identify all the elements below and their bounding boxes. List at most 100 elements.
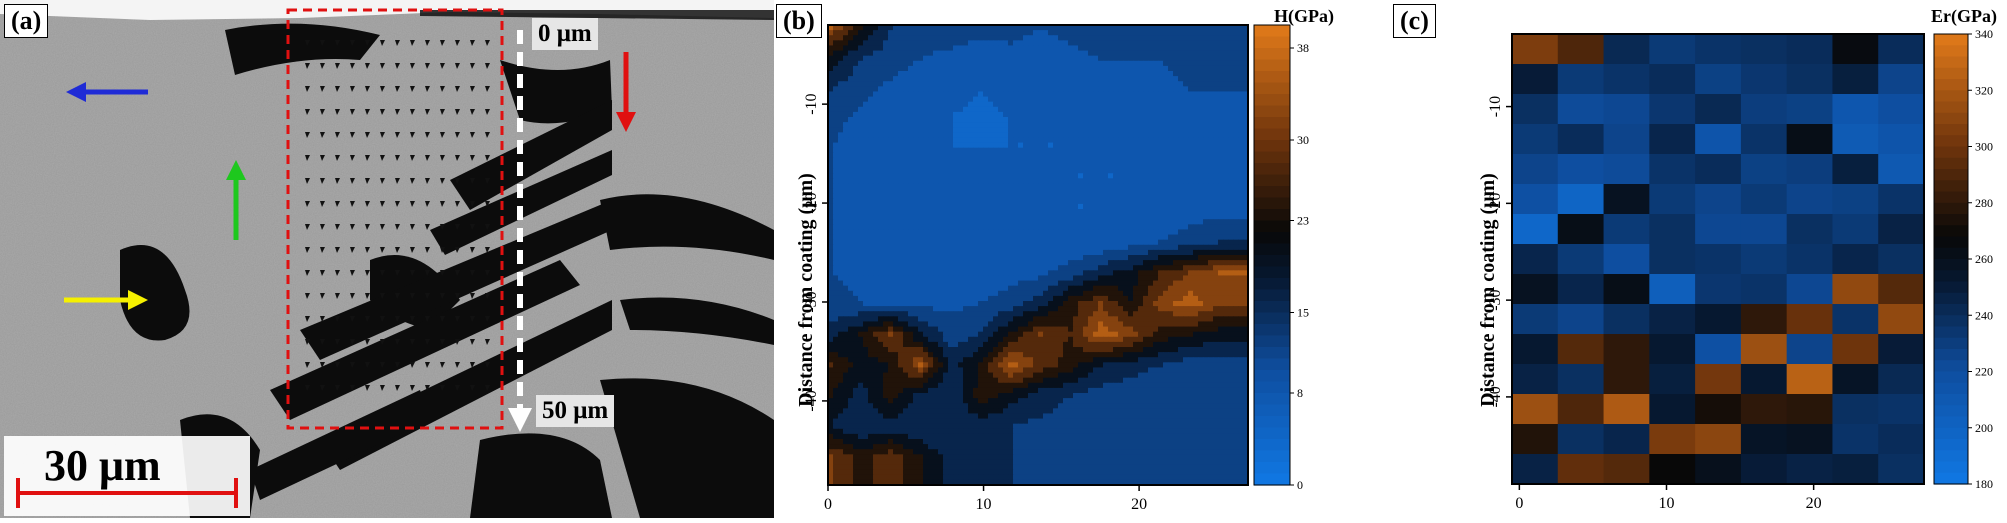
contour-cell	[1103, 91, 1109, 97]
contour-cell	[883, 56, 889, 62]
contour-cell	[1203, 56, 1209, 62]
contour-cell	[983, 102, 989, 108]
contour-cell	[953, 107, 959, 113]
contour-cell	[1003, 235, 1009, 241]
contour-cell	[1158, 132, 1164, 138]
contour-cell	[913, 107, 919, 113]
contour-cell	[1123, 30, 1129, 36]
contour-cell	[1073, 112, 1079, 118]
contour-cell	[848, 178, 854, 184]
contour-cell	[948, 132, 954, 138]
contour-cell	[958, 199, 964, 205]
contour-cell	[848, 97, 854, 103]
contour-cell	[1023, 306, 1029, 312]
contour-cell	[1053, 81, 1059, 87]
contour-cell	[913, 260, 919, 266]
contour-cell	[1198, 219, 1204, 225]
contour-cell	[1168, 219, 1174, 225]
contour-cell	[868, 245, 874, 251]
contour-cell	[963, 199, 969, 205]
contour-cell	[1178, 71, 1184, 77]
contour-cell	[873, 76, 879, 82]
contour-cell	[1108, 250, 1114, 256]
contour-cell	[1018, 143, 1024, 149]
contour-cell	[873, 35, 879, 41]
contour-cell	[1208, 112, 1214, 118]
contour-cell	[1053, 204, 1059, 210]
contour-cell	[1008, 214, 1014, 220]
contour-cell	[1108, 275, 1114, 281]
contour-cell	[863, 199, 869, 205]
contour-cell	[848, 270, 854, 276]
contour-cell	[898, 214, 904, 220]
contour-cell	[1178, 291, 1184, 297]
contour-cell	[1118, 286, 1124, 292]
contour-cell	[1048, 270, 1054, 276]
contour-cell	[1163, 143, 1169, 149]
contour-cell	[1153, 40, 1159, 46]
contour-cell	[1128, 270, 1134, 276]
contour-cell	[858, 275, 864, 281]
contour-cell	[968, 183, 974, 189]
contour-cell	[868, 107, 874, 113]
contour-cell	[878, 30, 884, 36]
contour-cell	[1068, 112, 1074, 118]
contour-cell	[1023, 153, 1029, 159]
contour-cell	[928, 250, 934, 256]
contour-cell	[938, 291, 944, 297]
contour-cell	[918, 286, 924, 292]
contour-cell	[1143, 245, 1149, 251]
contour-cell	[1028, 209, 1034, 215]
contour-cell	[1123, 117, 1129, 123]
contour-cell	[998, 112, 1004, 118]
contour-cell	[873, 97, 879, 103]
contour-cell	[1148, 214, 1154, 220]
contour-cell	[1048, 51, 1054, 57]
contour-cell	[1023, 158, 1029, 164]
contour-cell	[1198, 66, 1204, 72]
contour-cell	[858, 229, 864, 235]
contour-cell	[1233, 306, 1239, 312]
contour-cell	[913, 91, 919, 97]
contour-cell	[1023, 143, 1029, 149]
contour-cell	[1148, 76, 1154, 82]
contour-cell	[1213, 71, 1219, 77]
contour-cell	[948, 204, 954, 210]
contour-cell	[968, 86, 974, 92]
contour-cell	[948, 286, 954, 292]
contour-cell	[878, 286, 884, 292]
contour-cell	[1093, 296, 1099, 302]
contour-cell	[1188, 286, 1194, 292]
contour-cell	[1228, 91, 1234, 97]
contour-cell	[923, 127, 929, 133]
contour-cell	[998, 97, 1004, 103]
contour-cell	[1148, 194, 1154, 200]
contour-cell	[878, 245, 884, 251]
contour-cell	[1198, 286, 1204, 292]
contour-cell	[1038, 40, 1044, 46]
contour-cell	[1133, 56, 1139, 62]
contour-cell	[1038, 275, 1044, 281]
contour-cell	[1213, 229, 1219, 235]
contour-cell	[988, 260, 994, 266]
contour-cell	[1203, 40, 1209, 46]
contour-cell	[1233, 214, 1239, 220]
contour-cell	[1183, 296, 1189, 302]
contour-cell	[993, 168, 999, 174]
contour-cell	[1023, 40, 1029, 46]
contour-cell	[968, 40, 974, 46]
contour-cell	[858, 183, 864, 189]
contour-cell	[948, 40, 954, 46]
contour-cell	[1078, 97, 1084, 103]
contour-cell	[848, 235, 854, 241]
contour-cell	[1018, 281, 1024, 287]
contour-cell	[1098, 112, 1104, 118]
contour-cell	[1063, 76, 1069, 82]
contour-cell	[1073, 71, 1079, 77]
contour-cell	[1028, 71, 1034, 77]
contour-cell	[1178, 30, 1184, 36]
contour-cell	[1203, 30, 1209, 36]
contour-cell	[1078, 132, 1084, 138]
contour-cell	[1033, 91, 1039, 97]
contour-cell	[983, 240, 989, 246]
